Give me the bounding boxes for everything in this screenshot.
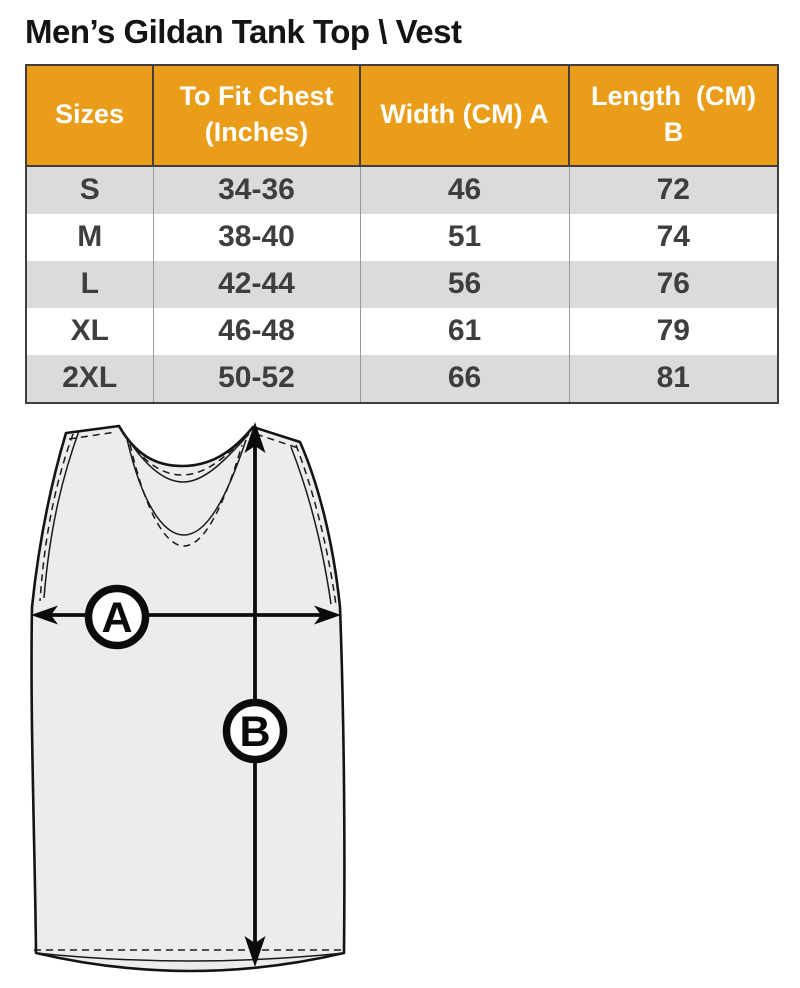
cell-length: 79	[568, 307, 778, 355]
size-chart-table: Sizes To Fit Chest (Inches) Width (CM) A…	[25, 63, 779, 404]
cell-chest: 50-52	[152, 354, 360, 403]
cell-length: 81	[568, 354, 778, 403]
arrow-left-head	[31, 605, 58, 625]
front-scoop-stitch	[129, 443, 243, 547]
armhole-left-rib	[43, 430, 80, 598]
header-line: Sizes	[54, 99, 125, 130]
cell-size: 2XL	[62, 361, 118, 395]
cell-length: 74	[568, 213, 778, 261]
header-line: To Fit Chest	[179, 81, 334, 112]
cell-size: L	[80, 267, 99, 301]
tank-top-measurement-diagram: A B	[30, 421, 346, 972]
armhole-left-stitch	[39, 433, 74, 601]
cell-chest: 34-36	[152, 165, 360, 214]
shoulder-right-stitch	[255, 432, 299, 449]
length-label-badge: B	[222, 698, 288, 763]
cell-chest: 46-48	[152, 307, 360, 355]
size-row: 2XL 50-52 66 81	[26, 354, 778, 403]
length-arrow	[244, 421, 266, 967]
armhole-right-stitch	[295, 444, 337, 605]
cell-width: 66	[359, 354, 569, 403]
cell-chest: 42-44	[152, 260, 360, 308]
header-length: Length (CM) B	[568, 63, 779, 167]
arrow-down-head	[244, 935, 266, 967]
width-label-circle	[84, 584, 150, 649]
cell-width: 46	[359, 165, 569, 214]
arrow-right-head	[314, 605, 341, 625]
tank-outline	[30, 424, 346, 972]
cell-width: 51	[359, 213, 569, 261]
size-row: L 42-44 56 76	[26, 260, 778, 308]
hem-inner-curve	[35, 951, 345, 962]
page-title: Men’s Gildan Tank Top \ Vest	[25, 13, 462, 50]
length-label-circle	[222, 698, 288, 763]
cell-width: 61	[359, 307, 569, 355]
length-label: B	[239, 708, 270, 756]
size-chart-header-row: Sizes To Fit Chest (Inches) Width (CM) A…	[25, 63, 779, 167]
header-line: (Inches)	[204, 117, 309, 148]
width-label: A	[101, 594, 132, 642]
cell-size: S	[79, 173, 100, 207]
cell-width: 56	[359, 260, 569, 308]
header-chest: To Fit Chest (Inches)	[152, 63, 361, 167]
header-line: B	[663, 117, 684, 148]
arrow-up-head	[244, 421, 266, 453]
header-line: Width (CM) A	[380, 99, 549, 130]
header-sizes: Sizes	[25, 63, 154, 167]
cell-size: M	[77, 220, 103, 254]
width-label-badge: A	[84, 584, 150, 649]
cell-size: XL	[70, 314, 109, 348]
shoulder-left-stitch	[68, 430, 117, 440]
size-row: XL 46-48 61 79	[26, 307, 778, 355]
size-row: M 38-40 51 74	[26, 213, 778, 261]
cell-chest: 38-40	[152, 213, 360, 261]
header-width: Width (CM) A	[359, 63, 570, 167]
armhole-right-rib	[290, 446, 332, 604]
neckline-rib-inner	[123, 432, 250, 483]
cell-length: 76	[568, 260, 778, 308]
size-row: S 34-36 46 72	[26, 165, 778, 214]
header-line: Length (CM)	[591, 81, 756, 112]
cell-length: 72	[568, 165, 778, 214]
